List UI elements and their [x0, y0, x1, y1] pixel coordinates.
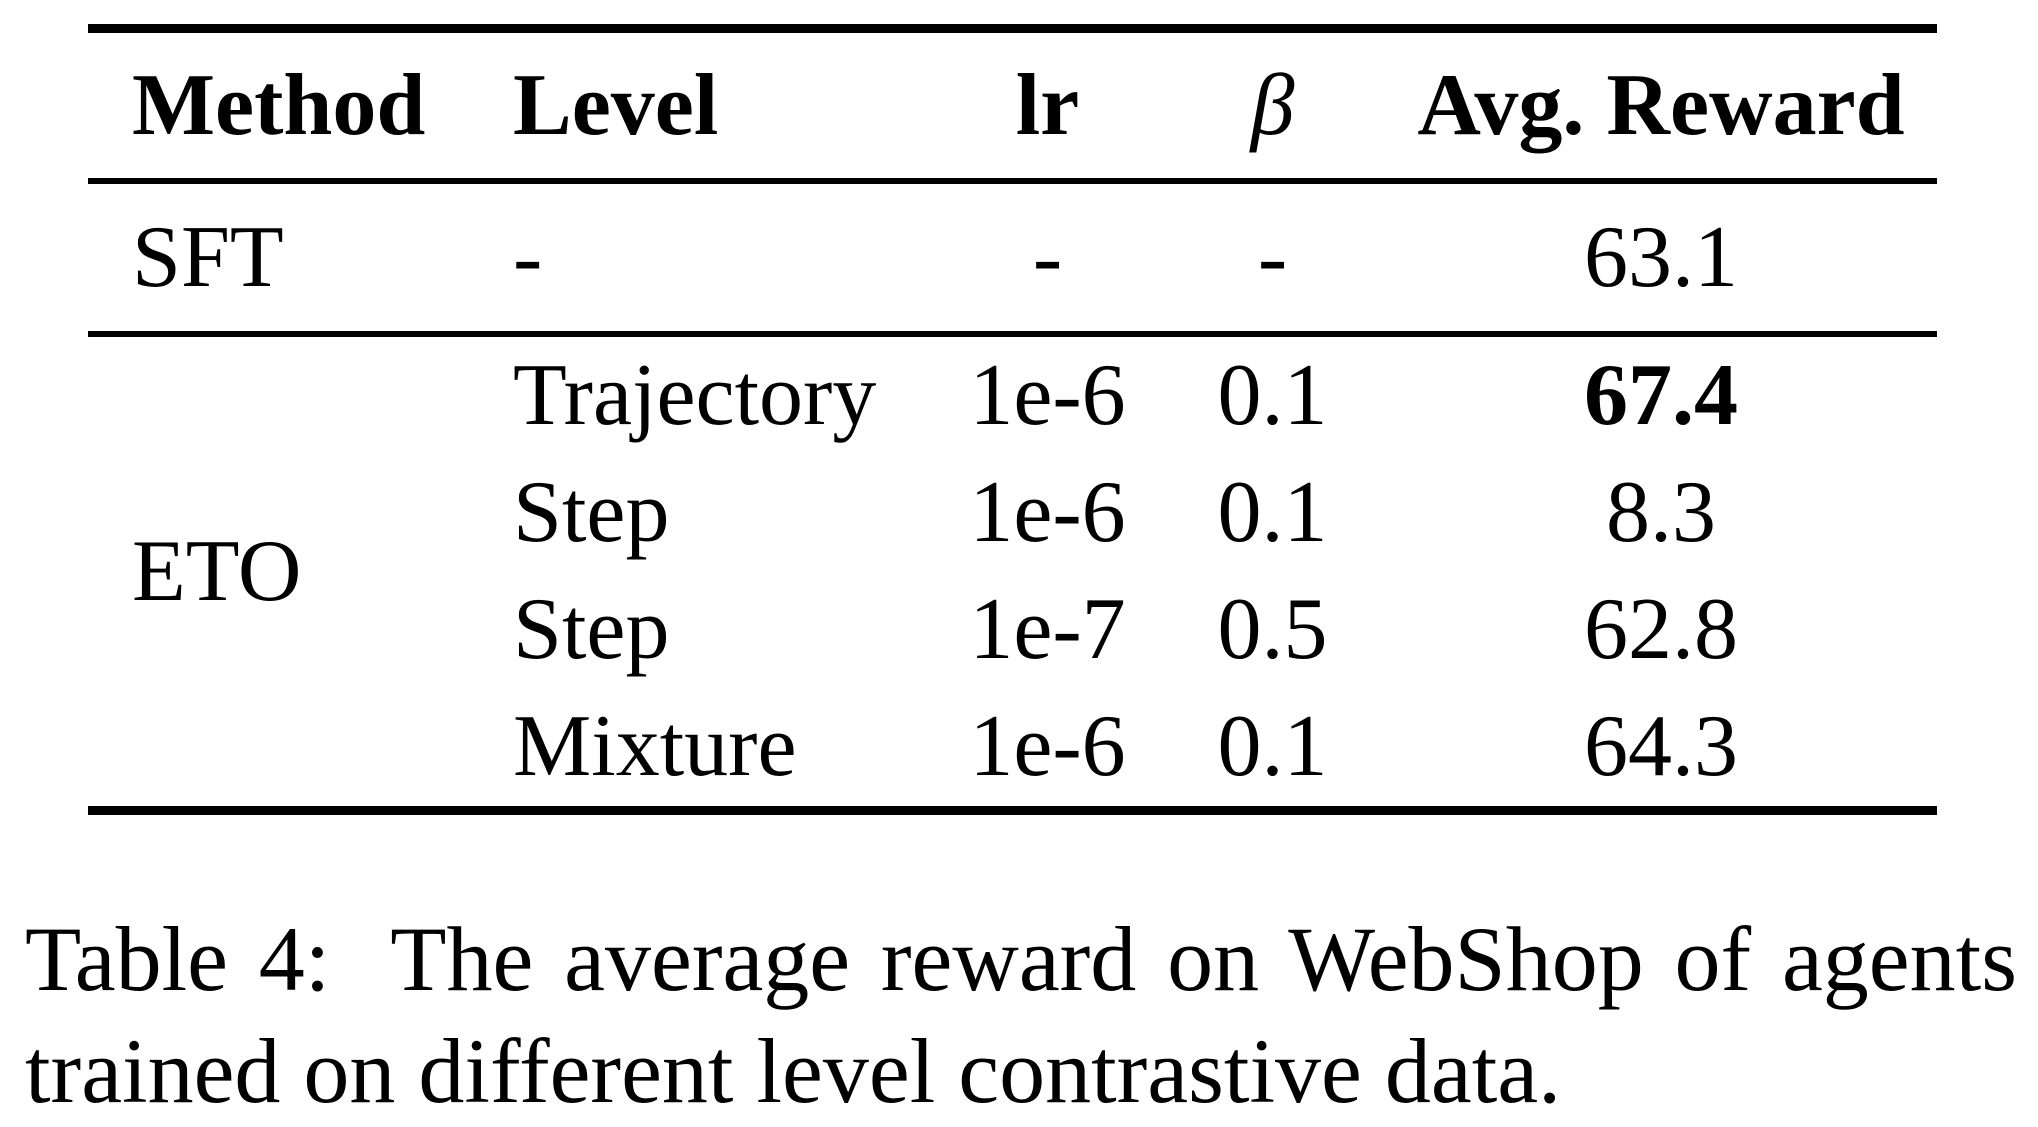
table-row-sft: SFT - - - 63.1 — [88, 184, 1937, 331]
step1-level-cell: Step — [513, 463, 670, 561]
step2-level-cell: Step — [513, 581, 670, 679]
sft-method-cell: SFT — [132, 208, 284, 306]
table-bottom-rule — [88, 806, 1937, 815]
step2-beta-cell: 0.5 — [1217, 581, 1328, 679]
step2-lr-cell: 1e-7 — [969, 581, 1126, 679]
mixture-reward-cell: 64.3 — [1584, 698, 1738, 796]
table-row-step-2: Step 1e-7 0.5 62.8 — [480, 572, 1937, 689]
eto-method-cell: ETO — [132, 523, 302, 620]
header-method: Method — [132, 56, 426, 154]
sft-beta-cell: - — [1257, 208, 1288, 306]
trajectory-beta-cell: 0.1 — [1217, 346, 1328, 444]
mixture-beta-cell: 0.1 — [1217, 698, 1328, 796]
sft-lr-cell: - — [1032, 208, 1063, 306]
table-row-group-eto: ETO Trajectory 1e-6 0.1 67.4 Step 1e-6 0… — [88, 337, 1937, 806]
results-table: Method Level lr β Avg. Reward SFT - - - … — [88, 24, 1937, 815]
table-mid-rule-1 — [88, 178, 1937, 184]
table-top-rule — [88, 24, 1937, 33]
sft-reward-cell: 63.1 — [1584, 208, 1738, 306]
trajectory-lr-cell: 1e-6 — [969, 346, 1126, 444]
caption-line-1: Table 4: The average reward on WebShop o… — [25, 908, 2017, 1010]
table-mid-rule-2 — [88, 331, 1937, 337]
table-row-trajectory: Trajectory 1e-6 0.1 67.4 — [480, 337, 1937, 454]
header-beta: β — [1250, 56, 1295, 154]
trajectory-level-cell: Trajectory — [513, 346, 877, 444]
header-lr: lr — [1015, 56, 1080, 154]
sft-level-cell: - — [513, 208, 543, 306]
mixture-lr-cell: 1e-6 — [969, 698, 1126, 796]
eto-subrows: Trajectory 1e-6 0.1 67.4 Step 1e-6 0.1 8… — [480, 337, 1937, 806]
table-header-row: Method Level lr β Avg. Reward — [88, 33, 1937, 178]
table-caption: Table 4: The average reward on WebShop o… — [25, 903, 2017, 1127]
caption-line-2: trained on different level contrastive d… — [25, 1020, 1562, 1122]
step1-lr-cell: 1e-6 — [969, 463, 1126, 561]
header-level: Level — [513, 56, 719, 154]
trajectory-reward-cell: 67.4 — [1584, 346, 1738, 444]
step2-reward-cell: 62.8 — [1584, 581, 1738, 679]
header-avg-reward: Avg. Reward — [1417, 56, 1905, 154]
step1-reward-cell: 8.3 — [1606, 463, 1716, 561]
table-row-step-1: Step 1e-6 0.1 8.3 — [480, 454, 1937, 571]
step1-beta-cell: 0.1 — [1217, 463, 1328, 561]
table-row-mixture: Mixture 1e-6 0.1 64.3 — [480, 689, 1937, 806]
mixture-level-cell: Mixture — [513, 698, 797, 796]
